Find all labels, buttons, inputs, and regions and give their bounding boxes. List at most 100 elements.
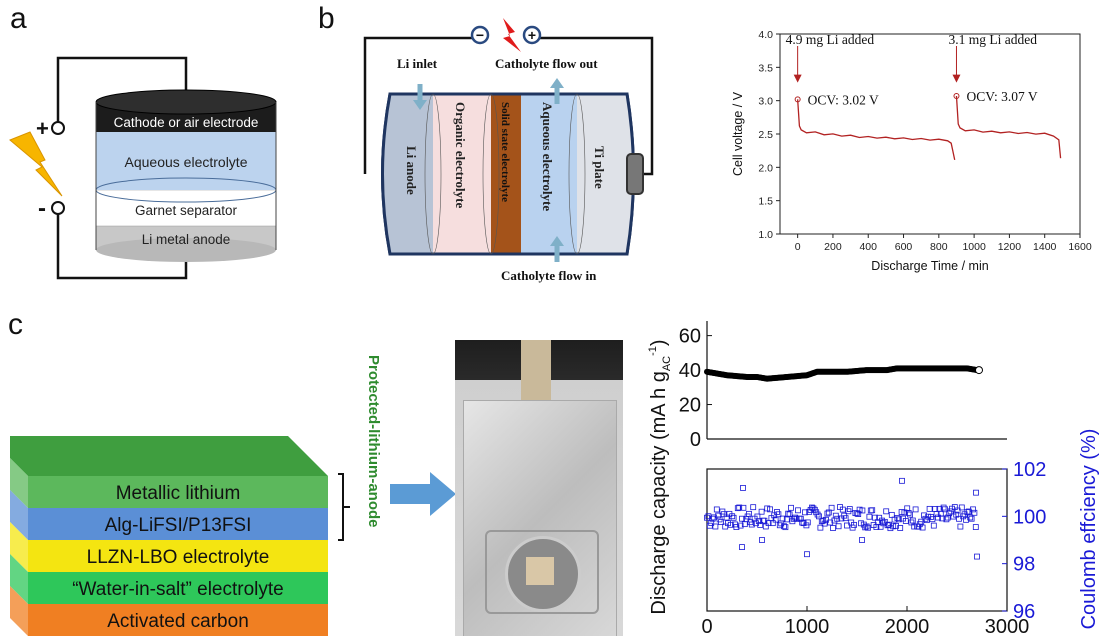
ce-point	[895, 516, 902, 523]
ce-point	[750, 504, 757, 511]
ce-point	[940, 504, 947, 511]
pouch-cell-photo	[455, 340, 623, 636]
stack-side-face	[10, 586, 28, 636]
ce-point	[736, 504, 743, 511]
ce-point	[737, 522, 744, 529]
x-tick-label: 800	[930, 241, 948, 253]
annotation-arrowhead	[793, 74, 802, 83]
stack-layer-label: Activated carbon	[107, 611, 249, 632]
ce-point	[967, 514, 974, 521]
ce-point	[855, 511, 862, 518]
ce-point	[713, 506, 720, 513]
ce-point	[883, 508, 890, 515]
ocv-label: OCV: 3.02 V	[808, 92, 879, 107]
ce-point	[817, 524, 824, 531]
stack-top-face	[10, 436, 328, 476]
ce-point	[846, 506, 853, 512]
ce-point	[767, 506, 773, 513]
solid-state-label: Solid state electrolyte	[499, 102, 511, 202]
ce-point	[804, 519, 811, 526]
ce-point	[781, 523, 787, 530]
panel-label-a: a	[10, 2, 27, 35]
ce-point	[788, 504, 794, 511]
plus-terminal-icon	[522, 25, 542, 45]
ce-point	[729, 513, 736, 520]
ocv-point	[953, 93, 960, 99]
y-tick-label: 2.0	[758, 162, 773, 174]
ce-point	[926, 505, 933, 512]
ce-point	[792, 514, 799, 521]
ce-point	[972, 524, 979, 530]
ce-point	[970, 506, 976, 513]
protected-anode-label-wrap: Protected-lithium-anode	[360, 355, 384, 615]
y-tick-label: 20	[679, 395, 701, 417]
battery-cap	[626, 153, 644, 195]
y-tick-label: 4.0	[758, 29, 773, 41]
tab	[521, 340, 551, 410]
y-tick-label: 3.0	[758, 96, 773, 108]
y-tick-label: 60	[679, 326, 701, 348]
ce-point	[904, 505, 911, 512]
ce-point	[727, 521, 734, 528]
panel-b-diagram: − + Li inlet Catholyte flow out Catholyt…	[363, 18, 654, 283]
ce-point	[839, 506, 846, 513]
x-tick-label: 0	[795, 241, 801, 253]
ce-point	[939, 515, 946, 522]
ce-point	[867, 507, 874, 514]
ce-point	[842, 515, 849, 522]
ce-point	[711, 514, 717, 521]
ce-point	[740, 485, 746, 491]
ce-point	[782, 524, 789, 531]
x-tick-label: 1200	[998, 241, 1022, 253]
ce-point	[804, 551, 810, 558]
ce-point	[827, 519, 834, 526]
x-tick-label: 1000	[962, 241, 986, 253]
ce-point	[834, 515, 841, 522]
panel-a-diagram: + - Cathode or air electrode Aqueous ele…	[9, 56, 277, 280]
ce-point	[888, 511, 895, 518]
y-tick-label: 40	[679, 360, 701, 382]
voltage-chart: 0 200 400 600 800 1000 1200 1400 1600 1.0 1.5 2.0 2.…	[731, 29, 1092, 273]
ce-point	[715, 512, 722, 519]
stack-layer-label: Alg-LiFSI/P13FSI	[105, 515, 252, 536]
ce-point	[851, 521, 857, 528]
ce-point	[775, 511, 782, 518]
ce-point	[730, 514, 737, 521]
right-y-tick-label: 100	[1013, 506, 1046, 528]
ce-point	[944, 514, 951, 521]
spark-icon	[503, 18, 521, 52]
ce-point	[832, 512, 839, 519]
organic-label: Organic electrolyte	[453, 102, 468, 208]
y-tick-label: 3.5	[758, 62, 773, 74]
separator-label: Garnet separator	[135, 203, 238, 218]
svg-text:+: +	[528, 27, 536, 43]
ce-point	[739, 544, 745, 551]
ce-point	[758, 508, 765, 515]
ce-point	[905, 509, 912, 516]
capacity-y-label: Discharge capacity (mA h gAC-1)	[647, 339, 673, 614]
ce-point	[734, 505, 741, 512]
y-axis-label: Cell voltage / V	[731, 91, 745, 176]
ce-point	[748, 521, 755, 528]
capacity-point	[975, 366, 983, 375]
aqueous-layer	[521, 94, 577, 254]
stack-layer-label: Metallic lithium	[116, 483, 241, 504]
x-tick-label: 600	[895, 241, 913, 253]
ce-point	[869, 507, 876, 514]
positive-terminal	[51, 121, 65, 135]
ce-point	[785, 510, 792, 517]
ce-point	[803, 522, 810, 529]
li-anode-layer	[382, 94, 433, 254]
x-tick-label: 200	[824, 241, 842, 253]
stack-layer	[28, 476, 328, 508]
x-tick-label: 0	[701, 616, 712, 638]
annotation-label: 4.9 mg Li added	[786, 32, 875, 47]
ce-point	[740, 504, 747, 511]
ce-point	[968, 515, 975, 522]
ce-point	[786, 511, 793, 518]
stack-layer-label: LLZN-LBO electrolyte	[87, 547, 270, 568]
panel-label-c: c	[8, 308, 23, 341]
ce-point	[957, 523, 964, 530]
ce-point	[899, 477, 905, 484]
stack-layer	[28, 604, 328, 636]
